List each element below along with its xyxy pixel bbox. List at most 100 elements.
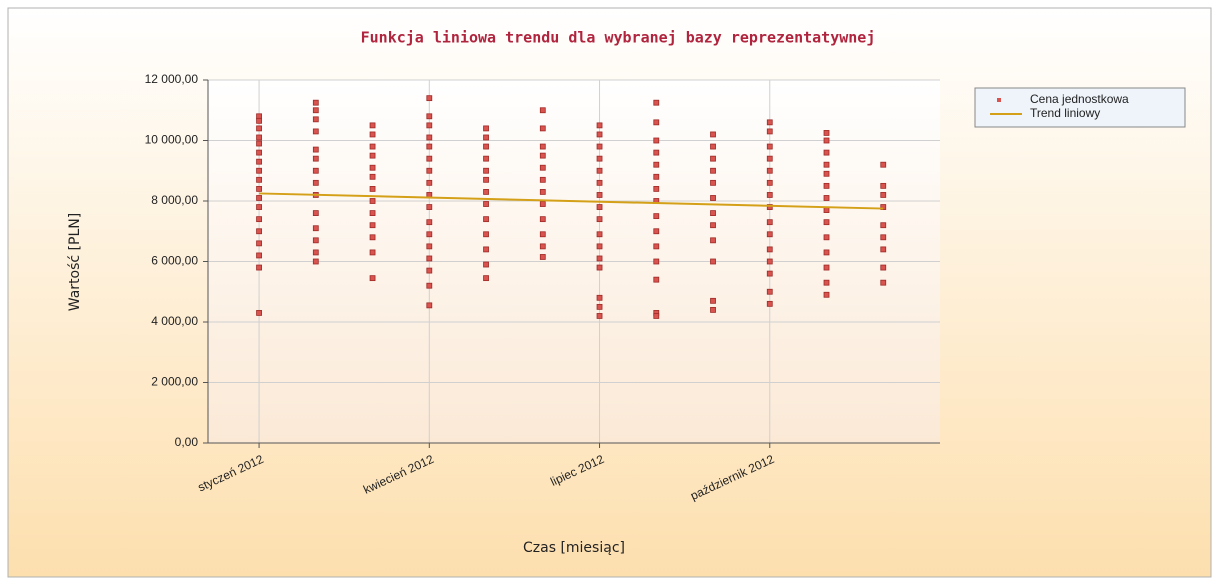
point <box>653 213 660 220</box>
point <box>653 185 660 192</box>
point <box>312 237 319 244</box>
y-tick-label: 6 000,00 <box>151 254 198 268</box>
point <box>256 310 262 316</box>
point <box>312 225 319 232</box>
point <box>256 195 262 201</box>
point <box>823 130 830 136</box>
point <box>369 173 376 180</box>
point <box>483 246 489 253</box>
point <box>596 264 603 271</box>
point <box>766 179 773 186</box>
point <box>596 303 603 310</box>
point <box>710 179 716 186</box>
point <box>766 128 773 135</box>
point <box>539 216 546 223</box>
point <box>539 243 546 250</box>
point <box>710 210 716 217</box>
point <box>312 128 319 135</box>
point <box>426 267 433 274</box>
point <box>312 179 319 186</box>
point <box>256 252 262 259</box>
point <box>596 204 603 210</box>
point <box>256 216 262 223</box>
point <box>766 258 773 265</box>
point <box>369 152 376 159</box>
point <box>256 204 262 210</box>
point <box>823 249 830 256</box>
point <box>880 182 887 189</box>
point <box>369 164 376 171</box>
point <box>539 164 546 171</box>
point <box>483 216 489 223</box>
point <box>483 143 489 150</box>
point <box>710 222 716 229</box>
point <box>539 143 546 150</box>
point <box>256 240 262 247</box>
point <box>823 170 830 177</box>
point <box>880 264 887 271</box>
point <box>256 134 262 141</box>
point <box>426 143 433 150</box>
point <box>539 125 546 132</box>
y-tick-label: 12 000,00 <box>145 72 199 86</box>
point <box>823 182 830 189</box>
point <box>426 113 433 120</box>
point <box>483 167 489 174</box>
point <box>539 254 546 260</box>
point <box>766 204 773 210</box>
y-tick-label: 0,00 <box>175 435 199 449</box>
point <box>369 234 376 241</box>
point <box>766 300 773 307</box>
point <box>596 216 603 223</box>
point <box>426 282 433 289</box>
point <box>710 297 716 304</box>
point <box>369 143 376 150</box>
point <box>596 294 603 301</box>
point <box>426 134 433 141</box>
point <box>653 173 660 180</box>
point <box>823 291 830 298</box>
point <box>369 222 376 229</box>
point <box>539 231 546 238</box>
point <box>426 231 433 238</box>
point <box>369 185 376 192</box>
point <box>312 258 319 265</box>
point <box>653 228 660 235</box>
point <box>312 167 319 174</box>
point <box>256 176 262 183</box>
point <box>312 249 319 256</box>
point <box>256 158 262 165</box>
point <box>483 231 489 238</box>
y-axis-title: Wartość [PLN] <box>67 213 83 311</box>
point <box>880 279 887 286</box>
point <box>653 243 660 250</box>
point <box>653 161 660 168</box>
point <box>710 195 716 201</box>
y-tick-label: 10 000,00 <box>145 133 199 147</box>
point <box>483 201 489 207</box>
trend-line <box>259 192 884 210</box>
point <box>596 131 603 138</box>
point <box>312 107 319 114</box>
point <box>823 161 830 168</box>
point <box>766 246 773 253</box>
point <box>426 95 433 102</box>
point <box>653 258 660 265</box>
point <box>596 143 603 150</box>
point <box>596 243 603 250</box>
point <box>653 313 660 319</box>
point <box>596 167 603 174</box>
point <box>256 125 262 132</box>
point <box>426 204 433 210</box>
point <box>483 261 489 268</box>
point <box>596 255 603 262</box>
point <box>823 219 830 226</box>
point <box>880 246 887 253</box>
point <box>880 161 887 168</box>
point <box>653 119 660 126</box>
point <box>880 192 887 198</box>
chart-title: Funkcja liniowa trendu dla wybranej bazy… <box>361 29 876 47</box>
point <box>256 264 262 271</box>
point <box>766 119 773 126</box>
